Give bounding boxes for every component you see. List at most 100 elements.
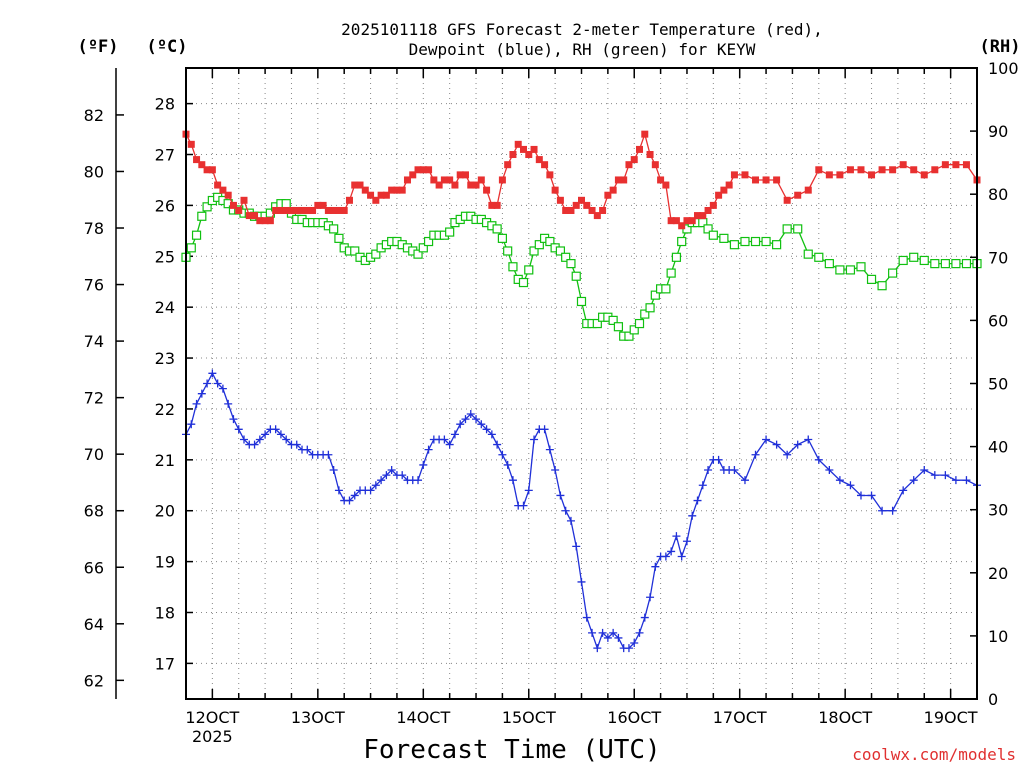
temperature-point (578, 196, 585, 204)
rh-point (793, 224, 803, 234)
temperature-point (651, 161, 659, 169)
temperature-point (456, 171, 464, 179)
temperature-point (319, 201, 327, 209)
temperature-point (435, 181, 443, 189)
rh-point (750, 236, 761, 247)
x-year-label: 2025 (192, 727, 233, 746)
dewpoint-point (566, 516, 575, 525)
dewpoint-point (951, 476, 960, 485)
rh-point (608, 315, 618, 325)
dewpoint-point (793, 440, 802, 449)
rh-point (919, 255, 929, 266)
rh-point (909, 252, 919, 262)
dewpoint-point (414, 476, 423, 485)
dewpoint-point (909, 476, 918, 485)
temperature-point (203, 166, 211, 174)
dewpoint-point (603, 633, 612, 642)
dewpoint-point (524, 486, 533, 495)
rh-point (703, 224, 713, 234)
rh-tick-label: 80 (988, 185, 1008, 204)
rh-point (677, 236, 687, 247)
rh-point (719, 233, 729, 243)
rh-point (334, 233, 344, 243)
temperature-point (382, 191, 390, 199)
rh-point (281, 199, 291, 209)
temperature-point (235, 206, 243, 214)
rh-point (497, 233, 507, 243)
rh-point (576, 296, 587, 307)
dewpoint-point (324, 450, 333, 459)
temperature-point (266, 217, 274, 225)
temperature-point (430, 176, 438, 184)
fahrenheit-tick-label: 70 (84, 445, 104, 464)
temperature-series (182, 130, 981, 230)
temperature-point (725, 181, 733, 189)
temperature-point (599, 206, 607, 214)
rh-point (634, 318, 645, 329)
temperature-point (377, 191, 385, 199)
dewpoint-point (482, 425, 491, 434)
temperature-point (672, 217, 680, 225)
rh-point (571, 271, 581, 281)
rh-point (856, 262, 866, 272)
temperature-point (519, 145, 527, 153)
temperature-point (794, 191, 802, 199)
rh-point (650, 290, 660, 300)
rh-point (524, 265, 534, 275)
dewpoint-point (461, 415, 470, 424)
dewpoint-point (688, 511, 697, 520)
rh-point (640, 309, 650, 319)
celsius-tick-label: 23 (155, 349, 175, 368)
rh-point (661, 284, 671, 294)
credit-text: coolwx.com/models (852, 745, 1016, 764)
rh-point (835, 265, 845, 275)
temperature-point (356, 181, 364, 189)
temperature-point (604, 191, 612, 199)
temperature-point (683, 217, 691, 225)
temperature-point (962, 161, 970, 169)
dewpoint-point (609, 628, 618, 637)
fahrenheit-tick-label: 68 (84, 502, 104, 521)
temperature-point (868, 171, 876, 179)
temperature-point (952, 161, 960, 169)
dewpoint-point (382, 471, 391, 480)
dewpoint-point (556, 491, 565, 500)
dewpoint-point (519, 501, 528, 510)
dewpoint-point (197, 389, 206, 398)
temperature-point (567, 206, 575, 214)
dewpoint-point (472, 415, 481, 424)
rh-point (888, 268, 898, 278)
temperature-point (272, 206, 280, 214)
rh-tick-label: 60 (988, 311, 1008, 330)
dewpoint-point (783, 450, 792, 459)
dewpoint-point (255, 435, 264, 444)
x-tick-label: 19OCT (924, 708, 978, 727)
temperature-point (535, 156, 543, 164)
celsius-tick-label: 18 (155, 603, 175, 622)
x-tick-label: 16OCT (607, 708, 661, 727)
celsius-tick-label: 17 (155, 654, 175, 673)
temperature-point (625, 161, 633, 169)
celsius-tick-label: 20 (155, 502, 175, 521)
dewpoint-point (588, 628, 597, 637)
temperature-point (773, 176, 781, 184)
temperature-point (556, 196, 564, 204)
dewpoint-point (240, 435, 249, 444)
temperature-point (630, 156, 638, 164)
celsius-tick-label: 21 (155, 451, 175, 470)
dewpoint-point (334, 486, 343, 495)
temperature-point (741, 171, 749, 179)
temperature-point (614, 176, 622, 184)
temperature-point (472, 181, 480, 189)
x-tick-label: 14OCT (396, 708, 450, 727)
dewpoint-point (582, 613, 591, 622)
rh-point (877, 281, 887, 291)
dewpoint-point (276, 430, 285, 439)
dewpoint-point (630, 639, 639, 648)
temperature-point (208, 166, 216, 174)
temperature-point (730, 171, 738, 179)
temperature-point (546, 171, 554, 179)
dewpoint-point (682, 537, 691, 546)
celsius-tick-label: 19 (155, 553, 175, 572)
dewpoint-point (477, 420, 486, 429)
